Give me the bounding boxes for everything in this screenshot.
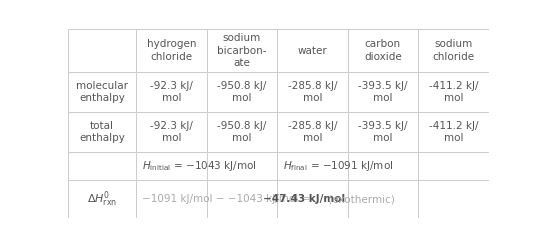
Text: -950.8 kJ/
mol: -950.8 kJ/ mol xyxy=(217,121,267,143)
Bar xyxy=(136,112,206,152)
Text: $H_\mathrm{final}$ = −1091 kJ/mol: $H_\mathrm{final}$ = −1091 kJ/mol xyxy=(283,159,394,173)
Text: sodium
chloride: sodium chloride xyxy=(432,39,475,62)
Bar xyxy=(206,112,277,152)
Bar xyxy=(136,180,206,218)
Text: $\Delta H^0_\mathrm{rxn}$: $\Delta H^0_\mathrm{rxn}$ xyxy=(87,189,117,209)
Text: -950.8 kJ/
mol: -950.8 kJ/ mol xyxy=(217,81,267,103)
Bar xyxy=(348,152,418,180)
Bar xyxy=(206,152,277,180)
Bar xyxy=(136,72,206,112)
Bar xyxy=(418,180,489,218)
Text: -411.2 kJ/
mol: -411.2 kJ/ mol xyxy=(428,121,478,143)
Text: −47.43 kJ/mol: −47.43 kJ/mol xyxy=(263,194,345,204)
Text: -92.3 kJ/
mol: -92.3 kJ/ mol xyxy=(150,81,193,103)
Bar xyxy=(206,29,277,72)
Text: carbon
dioxide: carbon dioxide xyxy=(364,39,402,62)
Bar xyxy=(277,72,348,112)
Bar xyxy=(206,72,277,112)
Bar xyxy=(68,152,136,180)
Bar xyxy=(136,29,206,72)
Bar xyxy=(348,72,418,112)
Bar xyxy=(206,180,277,218)
Bar xyxy=(348,180,418,218)
Text: −1091 kJ/mol − −1043 kJ/mol =: −1091 kJ/mol − −1043 kJ/mol = xyxy=(142,194,314,204)
Bar xyxy=(277,29,348,72)
Text: total
enthalpy: total enthalpy xyxy=(79,121,125,143)
Bar xyxy=(418,112,489,152)
Text: -393.5 kJ/
mol: -393.5 kJ/ mol xyxy=(358,81,408,103)
Text: sodium
bicarbon-
ate: sodium bicarbon- ate xyxy=(217,33,267,68)
Bar xyxy=(348,112,418,152)
Bar xyxy=(418,152,489,180)
Text: -285.8 kJ/
mol: -285.8 kJ/ mol xyxy=(288,121,337,143)
Text: -411.2 kJ/
mol: -411.2 kJ/ mol xyxy=(428,81,478,103)
Bar xyxy=(348,29,418,72)
Text: hydrogen
chloride: hydrogen chloride xyxy=(147,39,196,62)
Text: -285.8 kJ/
mol: -285.8 kJ/ mol xyxy=(288,81,337,103)
Bar xyxy=(68,72,136,112)
Text: molecular
enthalpy: molecular enthalpy xyxy=(76,81,128,103)
Bar xyxy=(418,72,489,112)
Bar xyxy=(277,112,348,152)
Bar xyxy=(136,152,206,180)
Bar xyxy=(68,180,136,218)
Bar xyxy=(418,29,489,72)
Bar xyxy=(277,152,348,180)
Text: -92.3 kJ/
mol: -92.3 kJ/ mol xyxy=(150,121,193,143)
Text: water: water xyxy=(298,46,327,56)
Text: $H_\mathrm{initial}$ = −1043 kJ/mol: $H_\mathrm{initial}$ = −1043 kJ/mol xyxy=(142,159,257,173)
Bar xyxy=(68,112,136,152)
Text: -393.5 kJ/
mol: -393.5 kJ/ mol xyxy=(358,121,408,143)
Text: (exothermic): (exothermic) xyxy=(325,194,395,204)
Bar xyxy=(277,180,348,218)
Bar xyxy=(68,29,136,72)
